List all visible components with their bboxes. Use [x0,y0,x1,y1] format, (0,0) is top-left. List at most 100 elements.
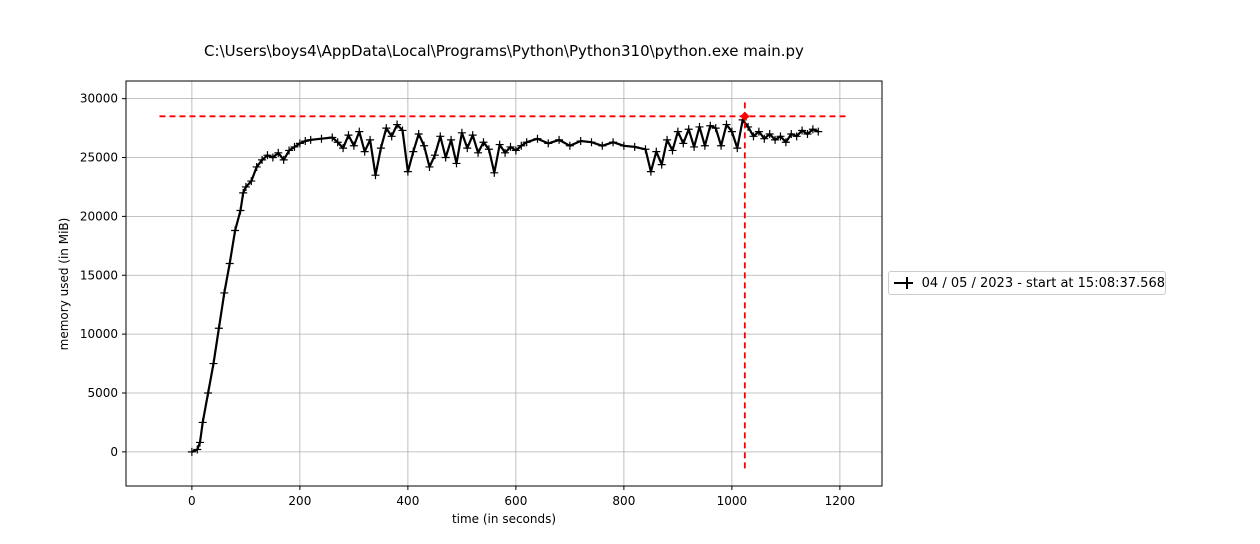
data-point [711,124,720,133]
data-point [484,145,493,154]
data-point [754,127,763,136]
data-point [452,159,461,168]
x-tick-label: 800 [612,494,635,508]
data-point [776,132,785,141]
data-point [673,127,682,136]
peak-marker [740,111,750,122]
data-point [274,148,283,157]
data-point [204,388,213,397]
data-point [522,138,531,147]
annotation-layer [159,98,848,469]
data-point [447,135,456,144]
data-point [195,438,204,447]
data-point [609,138,618,147]
data-point [490,168,499,177]
data-point [193,445,202,454]
data-point [430,151,439,160]
data-point [360,147,369,156]
legend: 04 / 05 / 2023 - start at 15:08:37.568 [888,271,1166,295]
data-point [814,127,823,136]
data-point [544,139,553,148]
data-point [301,137,310,146]
data-point [565,141,574,150]
data-point [409,147,418,156]
data-point [285,146,294,155]
data-point [220,288,229,297]
data-point [792,132,801,141]
data-point [533,134,542,143]
data-point [598,141,607,150]
data-point [787,129,796,138]
x-tick-label: 0 [188,494,196,508]
data-point [717,141,726,150]
data-point [366,135,375,144]
data-point [425,162,434,171]
series-line [191,118,819,453]
data-point [663,135,672,144]
data-point [290,142,299,151]
data-point [733,144,742,153]
y-tick-label: 25000 [80,151,118,165]
data-point [511,146,520,155]
data-layer [187,115,823,456]
x-axis-label: time (in seconds) [452,512,556,526]
data-point [403,167,412,176]
data-point [279,155,288,164]
data-point [258,155,267,164]
data-point [306,135,315,144]
data-point [695,122,704,131]
data-point [765,129,774,138]
data-point [803,129,812,138]
y-tick-label: 30000 [80,92,118,106]
y-axis-label: memory used (in MiB) [57,218,71,351]
data-point [474,148,483,157]
x-tick-label: 600 [504,494,527,508]
data-point [706,121,715,130]
data-point [587,138,596,147]
data-point [684,125,693,134]
data-point [268,153,277,162]
data-point [441,153,450,162]
data-point [225,259,234,268]
data-point [517,141,526,150]
data-point [700,141,709,150]
data-point [333,138,342,147]
data-point [317,134,326,143]
chart-title: C:\Users\boys4\AppData\Local\Programs\Py… [204,42,804,60]
data-point [355,127,364,136]
data-point [657,160,666,169]
data-point [798,126,807,135]
data-point [668,146,677,155]
data-point [387,132,396,141]
x-tick-label: 1000 [717,494,748,508]
data-point [760,134,769,143]
data-point [252,162,261,171]
data-point [398,126,407,135]
data-point [555,135,564,144]
data-point [619,141,628,150]
legend-label: 04 / 05 / 2023 - start at 15:08:37.568 [921,275,1165,291]
legend-line-icon [894,277,913,289]
data-point [414,129,423,138]
data-point [495,140,504,149]
plot-frame [125,80,883,487]
data-point [722,120,731,129]
data-point [576,137,585,146]
data-point [349,141,358,150]
data-point [501,148,510,157]
data-point [209,359,218,368]
data-point [771,135,780,144]
y-tick-label: 20000 [80,209,118,223]
data-point [436,132,445,141]
data-point [236,206,245,215]
data-point [241,182,250,191]
data-point [463,144,472,153]
y-tick-label: 10000 [80,327,118,341]
data-point [630,142,639,151]
data-point [393,120,402,129]
x-tick-label: 1200 [825,494,856,508]
tick-layer: 0 200 400 600 800 1000 1200 0 5000 10000 15000 2000… [80,92,855,508]
data-point [214,324,223,333]
data-point [371,171,380,180]
